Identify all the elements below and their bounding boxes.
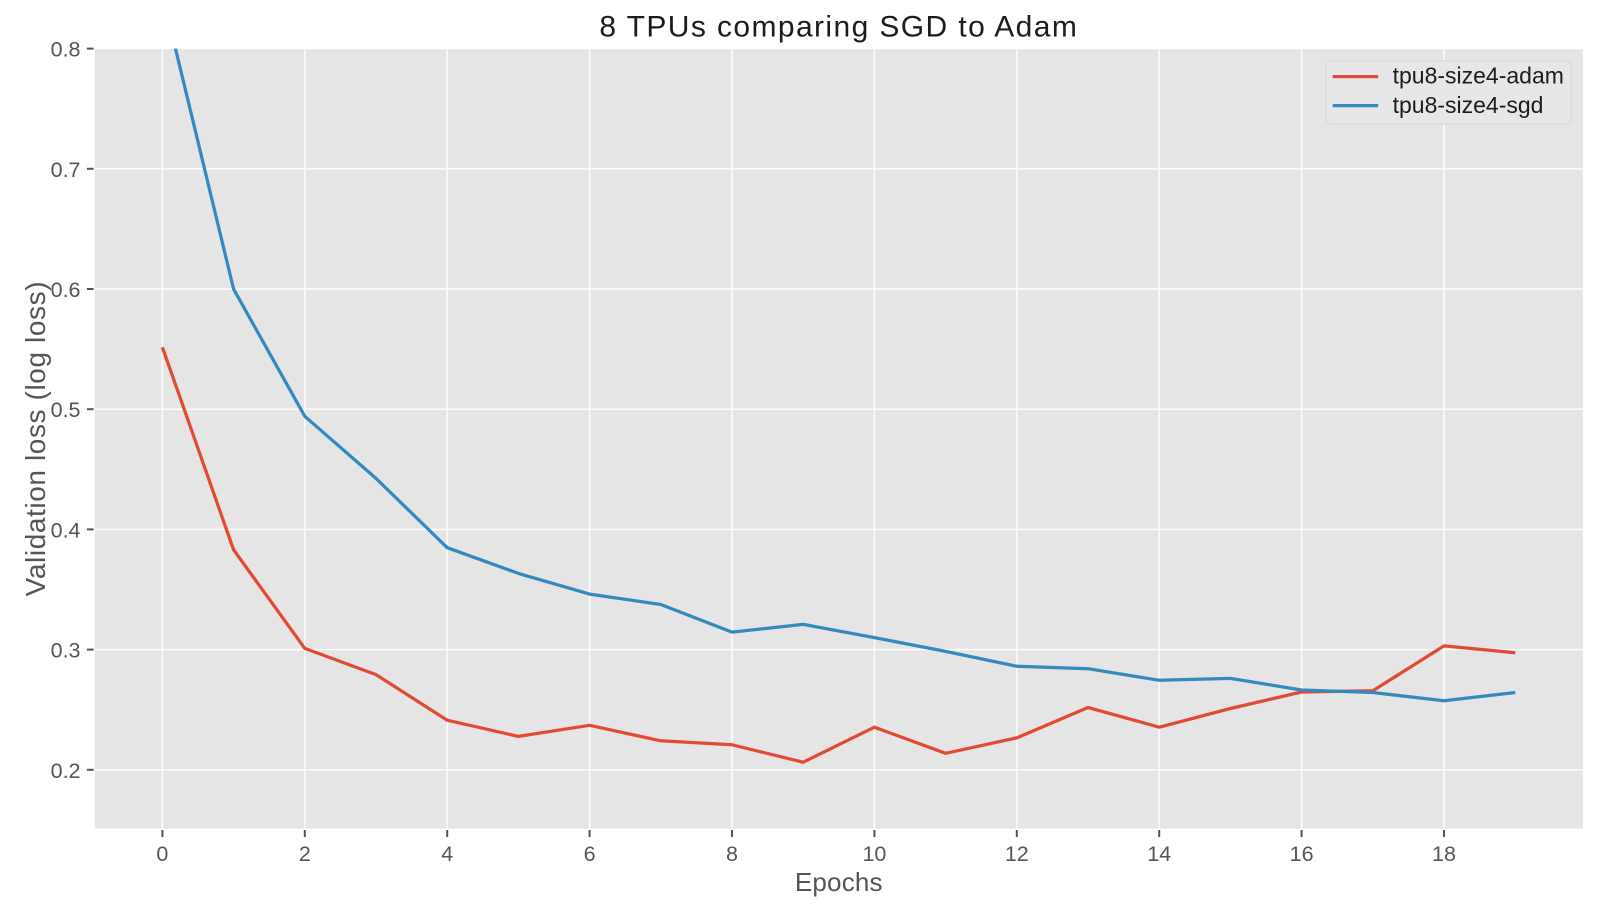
svg-text:Epochs: Epochs	[795, 867, 883, 897]
svg-text:0: 0	[156, 842, 168, 866]
svg-text:0.7: 0.7	[51, 158, 81, 182]
svg-text:0.5: 0.5	[51, 398, 81, 422]
svg-text:8 TPUs comparing SGD to Adam: 8 TPUs comparing SGD to Adam	[599, 11, 1078, 44]
svg-text:6: 6	[584, 842, 596, 866]
svg-text:2: 2	[299, 842, 311, 866]
svg-text:14: 14	[1147, 842, 1171, 866]
svg-text:16: 16	[1290, 842, 1314, 866]
svg-text:8: 8	[726, 842, 738, 866]
svg-text:0.3: 0.3	[51, 639, 81, 663]
svg-text:Validation loss (log loss): Validation loss (log loss)	[20, 281, 51, 596]
svg-text:0.8: 0.8	[51, 38, 81, 62]
svg-text:tpu8-size4-sgd: tpu8-size4-sgd	[1393, 92, 1544, 118]
svg-text:10: 10	[862, 842, 886, 866]
svg-text:12: 12	[1005, 842, 1029, 866]
svg-text:0.6: 0.6	[51, 278, 81, 302]
svg-text:0.4: 0.4	[51, 518, 81, 542]
svg-text:18: 18	[1432, 842, 1456, 866]
svg-text:4: 4	[441, 842, 453, 866]
svg-text:tpu8-size4-adam: tpu8-size4-adam	[1393, 63, 1564, 89]
svg-text:0.2: 0.2	[51, 759, 81, 783]
